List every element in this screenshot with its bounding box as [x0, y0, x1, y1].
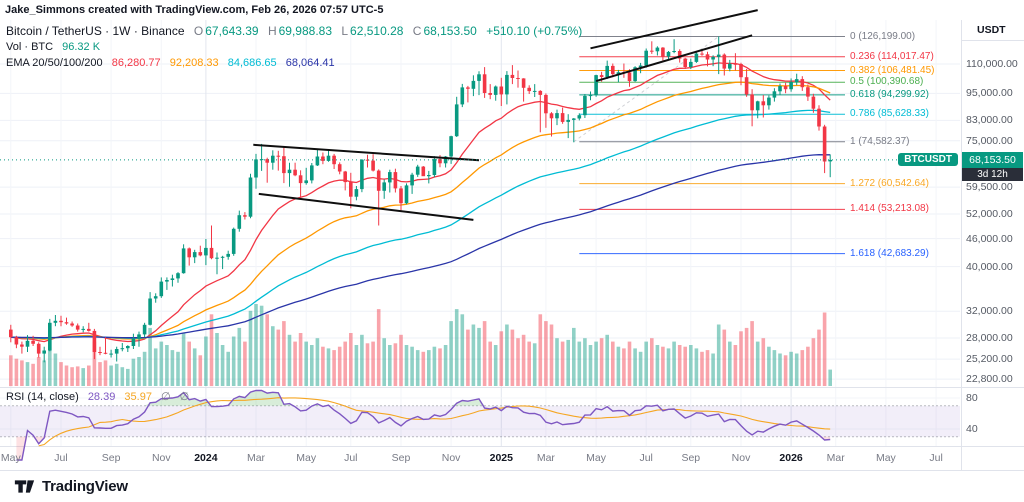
symbol-price-tag: BTCUSDT [898, 152, 958, 166]
time-axis-label: Sep [391, 452, 411, 464]
ema50-value: 92,208.33 [169, 57, 219, 69]
time-axis-label: Mar [826, 452, 845, 464]
tradingview-brand-text: TradingView [42, 478, 128, 495]
change-value: +510.10 (+0.75%) [486, 24, 583, 38]
rsi-label: RSI (14, close) [6, 391, 79, 403]
volume-label: Vol · BTC [6, 41, 54, 53]
bar-countdown-badge: 3d 12h [962, 167, 1023, 181]
rsi-na-icon: ∅ [161, 391, 171, 403]
tradingview-logo-icon [14, 480, 35, 493]
fib-level-label: 1.618 (42,683.29) [850, 247, 929, 259]
attribution-text: Jake_Simmons created with TradingView.co… [5, 4, 384, 16]
fib-level-label: 0.382 (106,481.45) [850, 64, 935, 76]
time-axis-label: 2025 [489, 452, 513, 464]
low-label: L [341, 24, 349, 38]
ema100-value: 84,686.65 [227, 57, 277, 69]
candlestick-series[interactable] [9, 36, 832, 363]
close-label: C [412, 24, 422, 38]
last-price-badge: 68,153.50 [962, 151, 1023, 168]
time-axis-label: Nov [151, 452, 171, 464]
rsi-axis-label: 80 [966, 392, 978, 404]
price-axis-label: 25,200.00 [966, 353, 1013, 366]
tradingview-logo[interactable]: TradingView [14, 476, 128, 497]
time-axis-label: May [0, 452, 21, 464]
time-axis-label: Jul [639, 452, 653, 464]
price-axis-label: 32,000.00 [966, 305, 1013, 318]
price-axis-label: 83,000.00 [966, 114, 1013, 127]
volume-value: 96.32 K [62, 41, 101, 53]
fib-level-label: 0 (126,199.00) [850, 30, 916, 42]
main-legend: Bitcoin / TetherUS · 1W · Binance O 67,64… [6, 24, 582, 38]
price-axis-label: 52,000.00 [966, 208, 1013, 220]
price-axis-label: 46,000.00 [966, 232, 1013, 245]
time-axis-label: Mar [246, 452, 266, 464]
time-axis-label: Jul [54, 452, 68, 464]
fib-level-label: 1 (74,582.37) [850, 135, 910, 147]
ema-legend: EMA 20/50/100/200 86,280.77 92,208.33 84… [6, 57, 335, 69]
rsi-axis-label: 40 [966, 423, 978, 435]
fib-level-label: 0.786 (85,628.33) [850, 108, 929, 120]
price-axis-currency: USDT [977, 24, 1006, 36]
low-value: 62,510.28 [350, 24, 404, 38]
time-axis-label: 2026 [779, 452, 803, 464]
ema-lines [10, 62, 831, 343]
volume-series [9, 304, 832, 387]
time-axis-label: Jul [344, 452, 358, 464]
high-value: 69,988.83 [278, 24, 333, 38]
fib-level-label: 0.618 (94,299.92) [850, 88, 929, 100]
fib-level-label: 0.5 (100,390.68) [850, 76, 924, 88]
price-axis-label: 28,000.00 [966, 332, 1013, 344]
time-axis-label: May [586, 452, 607, 464]
time-axis-label: Sep [681, 452, 701, 464]
price-axis-label: 59,500.00 [966, 181, 1013, 194]
fib-level-label: 1.414 (53,213.08) [850, 203, 929, 215]
time-axis-label: May [875, 452, 896, 464]
fib-retracement[interactable] [573, 36, 845, 255]
ema20-value: 86,280.77 [111, 57, 161, 69]
time-axis-label: 2024 [194, 452, 218, 464]
rsi-value: 28.39 [87, 391, 116, 403]
volume-legend: Vol · BTC 96.32 K [6, 41, 100, 53]
time-axis-label: Nov [441, 452, 461, 464]
fib-level-label: 1.272 (60,542.64) [850, 177, 929, 189]
price-axis-label: 110,000.00 [966, 58, 1018, 70]
time-axis-label: Mar [536, 452, 555, 464]
pane-separators [0, 20, 1024, 470]
price-axis-label: 22,800.00 [966, 373, 1013, 386]
rsi-na-icon: ∅ [179, 391, 190, 403]
time-axis-label: Jul [929, 452, 943, 464]
time-axis-label: Sep [101, 452, 121, 464]
trendline-drawings[interactable] [253, 9, 758, 221]
ema-label: EMA 20/50/100/200 [6, 57, 103, 69]
open-label: O [193, 24, 204, 38]
time-axis[interactable]: May Jul Sep Nov 2024 Mar May Jul Sep Nov 2025 Mar Ma… [0, 446, 962, 470]
price-axis-label: 40,000.00 [966, 260, 1013, 273]
symbol-title[interactable]: Bitcoin / TetherUS · 1W · Binance [6, 24, 185, 38]
close-value: 68,153.50 [423, 24, 477, 38]
rsi-ma-value: 35.97 [124, 391, 152, 403]
rsi-indicator [0, 389, 960, 461]
footer-bar: TradingView [0, 470, 1024, 502]
fib-level-label: 0.236 (114,017.47) [850, 50, 934, 62]
grid-lines [0, 20, 960, 446]
rsi-legend: RSI (14, close) 28.39 35.97 ∅ ∅ [6, 390, 189, 403]
price-axis-label: 95,000.00 [966, 87, 1013, 100]
price-axis[interactable]: 110,000.00 95,000.00 83,000.00 75,000.00 59,… [962, 20, 1024, 446]
ema200-value: 68,064.41 [285, 57, 335, 69]
time-axis-label: Nov [731, 452, 751, 464]
high-label: H [267, 24, 277, 38]
price-axis-label: 75,000.00 [966, 134, 1013, 147]
time-axis-label: May [296, 452, 317, 464]
open-value: 67,643.39 [205, 24, 259, 38]
